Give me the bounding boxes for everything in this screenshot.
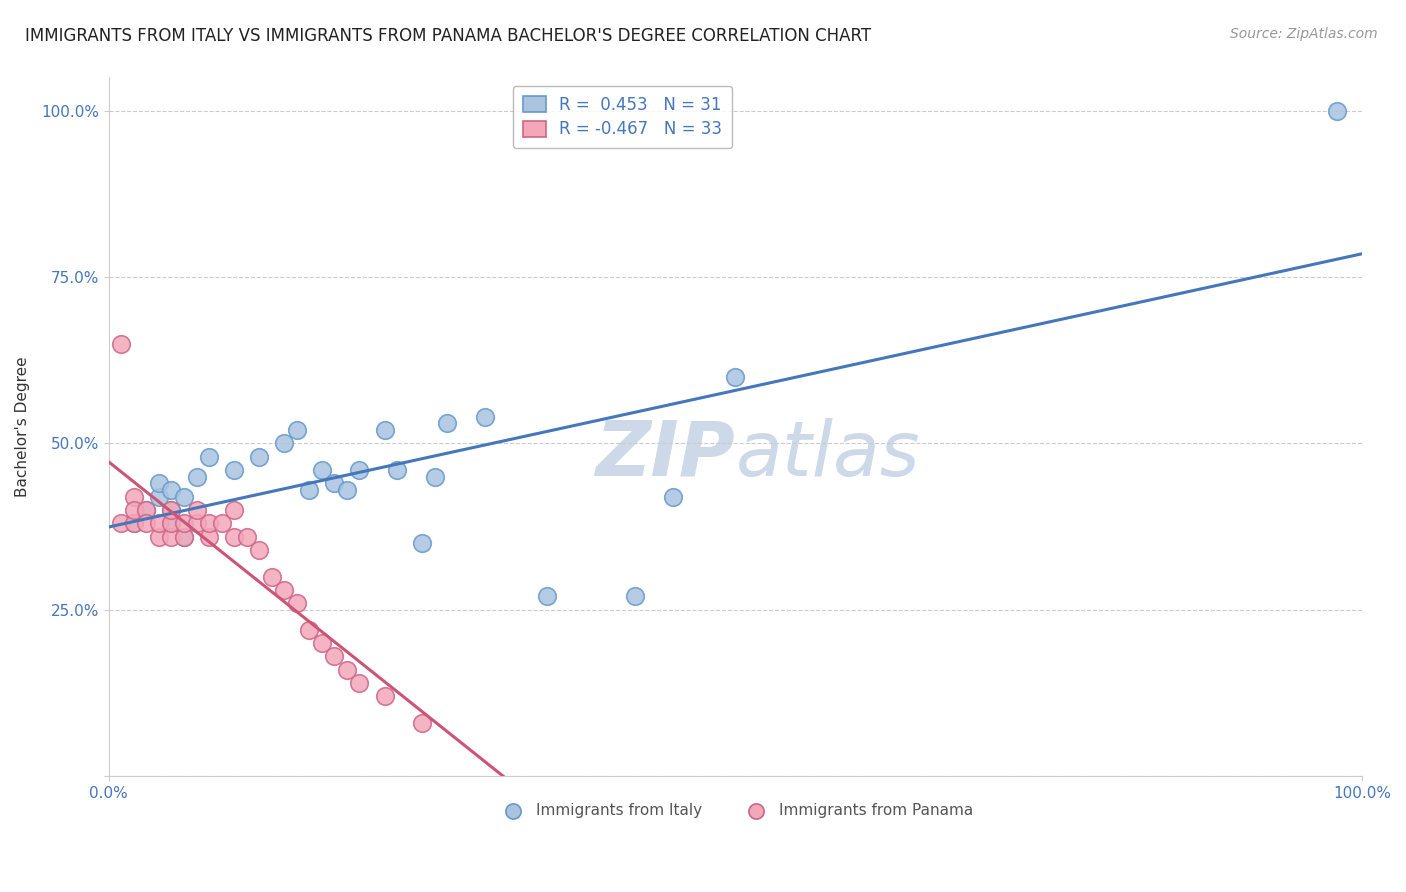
Point (224, 530, 246, 544)
Point (235, 530, 257, 544)
Point (198, 530, 221, 544)
Point (385, 463, 408, 477)
Point (285, 423, 308, 437)
Point (160, 503, 183, 517)
Point (298, 483, 321, 497)
Point (536, 590, 558, 604)
Point (211, 516, 233, 531)
Point (173, 530, 195, 544)
Point (173, 490, 195, 504)
Point (247, 450, 270, 464)
Point (198, 450, 221, 464)
Point (173, 530, 195, 544)
Point (311, 636, 333, 650)
Point (373, 690, 395, 704)
Point (336, 663, 359, 677)
Point (110, 516, 132, 531)
Text: IMMIGRANTS FROM ITALY VS IMMIGRANTS FROM PANAMA BACHELOR'S DEGREE CORRELATION CH: IMMIGRANTS FROM ITALY VS IMMIGRANTS FROM… (25, 27, 872, 45)
Point (298, 623, 321, 637)
Point (661, 490, 683, 504)
Point (273, 582, 295, 597)
Point (160, 516, 183, 531)
Point (186, 469, 208, 483)
Point (224, 463, 246, 477)
Point (373, 423, 395, 437)
Point (323, 476, 346, 491)
Point (349, 463, 371, 477)
Point (135, 516, 157, 531)
Y-axis label: Bachelor's Degree: Bachelor's Degree (15, 357, 30, 497)
Point (273, 436, 295, 450)
Point (285, 596, 308, 610)
Point (423, 469, 446, 483)
Point (160, 503, 183, 517)
Point (436, 417, 458, 431)
Point (411, 536, 433, 550)
Point (186, 516, 208, 531)
Point (122, 490, 145, 504)
Text: Source: ZipAtlas.com: Source: ZipAtlas.com (1230, 27, 1378, 41)
Point (474, 409, 496, 424)
Legend: Immigrants from Italy, Immigrants from Panama: Immigrants from Italy, Immigrants from P… (492, 797, 979, 824)
Point (624, 590, 647, 604)
Point (148, 476, 170, 491)
Point (323, 649, 346, 664)
Point (349, 676, 371, 690)
Point (1326, 103, 1348, 118)
Point (336, 483, 359, 497)
Point (173, 516, 195, 531)
Point (160, 530, 183, 544)
Point (122, 516, 145, 531)
Point (148, 516, 170, 531)
Text: ZIP: ZIP (596, 417, 735, 491)
Point (247, 542, 270, 557)
Point (110, 336, 132, 351)
Point (411, 715, 433, 730)
Point (135, 503, 157, 517)
Point (160, 516, 183, 531)
Point (148, 490, 170, 504)
Point (311, 463, 333, 477)
Text: atlas: atlas (735, 417, 920, 491)
Point (135, 503, 157, 517)
Point (724, 370, 747, 384)
Point (224, 503, 246, 517)
Point (122, 503, 145, 517)
Point (148, 530, 170, 544)
Point (186, 503, 208, 517)
Point (160, 483, 183, 497)
Point (198, 516, 221, 531)
Point (260, 569, 283, 583)
Point (122, 516, 145, 531)
